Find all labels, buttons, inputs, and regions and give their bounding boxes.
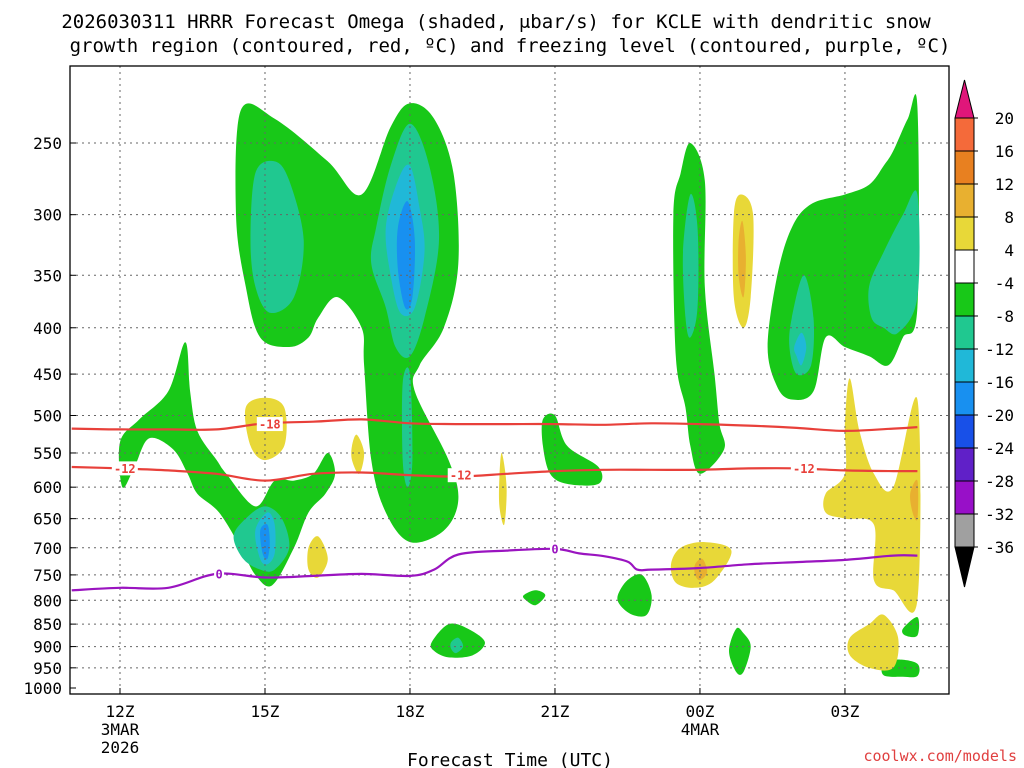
x-tick-label-12Z: 12Z [106,702,135,721]
colorbar-label: -32 [985,505,1014,524]
contour-label: -18 [259,418,281,432]
colorbar-label: 8 [1004,208,1014,227]
colorbar-label: -16 [985,373,1014,392]
x-tick-year: 2026 [101,738,140,757]
colorbar-swatch [954,381,975,416]
colorbar-swatch [954,117,975,152]
contour-label: 0 [551,542,558,556]
y-tick-label-900: 900 [33,638,62,657]
colorbar-label: 12 [995,175,1014,194]
y-tick-label-1000: 1000 [23,679,62,698]
omega-region--8-20 [450,637,464,654]
omega-region--4-21 [729,627,751,675]
omega-region--4-6 [118,342,336,587]
freezing-contour-0 [71,547,918,592]
colorbar-swatch [954,249,975,284]
x-tick-date: 4MAR [681,720,720,739]
omega-region--4-10 [541,413,603,486]
contour-label: -12 [450,469,472,483]
contour-label-bg [790,461,817,476]
grid-lines [70,66,949,694]
plot-frame [69,65,950,695]
colorbar-label: 4 [1004,241,1014,260]
y-tick-label-500: 500 [33,407,62,426]
omega-positive-4-8 [823,378,921,613]
x-tick-date: 3MAR [101,720,140,739]
contour-label: -12 [793,462,815,476]
plot-area: -18 -12 -12 -12 0 0 [70,66,949,694]
omega-positive-4-3 [498,452,507,526]
chart-title-line1: 2026030311 HRRR Forecast Omega (shaded, … [61,11,931,33]
colorbar-swatch [954,183,975,218]
colorbar-label: 20 [995,109,1014,128]
contour-label-bg [256,417,283,432]
omega-shading [118,94,921,678]
colorbar-swatch [954,282,975,317]
y-tick-label-250: 250 [33,134,62,153]
colorbar-swatch [954,150,975,185]
y-tick-label-700: 700 [33,539,62,558]
x-tick-label-18Z: 18Z [396,702,425,721]
omega-positive-8-7 [694,558,708,581]
x-axis-label: Forecast Time (UTC) [407,750,613,768]
credit-link[interactable]: coolwx.com/models [863,747,1017,765]
y-tick-label-750: 750 [33,566,62,585]
colorbar-label: -8 [995,307,1014,326]
contour-label-bg [214,566,225,581]
colorbar-label: -36 [985,538,1014,557]
contour-label-bg [111,461,138,476]
colorbar-swatch [954,447,975,482]
colorbar-top-arrow [954,79,975,119]
x-tick-label-00Z: 00Z [686,702,715,721]
colorbar-label: -24 [985,439,1014,458]
y-tick-label-850: 850 [33,615,62,634]
x-tick-label-21Z: 21Z [541,702,570,721]
y-tick-label-650: 650 [33,510,62,529]
colorbar-label: -20 [985,406,1014,425]
dgz-contour--18 [71,418,918,433]
colorbar-bottom-arrow [954,546,975,588]
omega-region--12-16 [794,332,807,366]
contour-label: -12 [114,462,136,476]
omega-positive-4-2 [351,434,365,474]
omega-region--4-18 [617,574,652,617]
contour-label: 0 [215,567,222,581]
omega-positive-8-9 [910,479,919,521]
contour-label-bg [549,541,560,556]
omega-region--4-23 [902,617,920,638]
colorbar-label: -28 [985,472,1014,491]
x-tick-label-15Z: 15Z [251,702,280,721]
y-axis-ticks: 250 300 350 400 450 500 550 600 650 700 750 800 850 9… [23,134,76,698]
colorbar-label: 16 [995,142,1014,161]
colorbar-swatch [954,216,975,251]
colorbar-swatch [954,480,975,515]
contour-lines: -18 -12 -12 -12 0 0 [71,417,918,592]
chart-title-line2: growth region (contoured, red, ºC) and f… [70,35,951,57]
colorbar-swatch [954,414,975,449]
colorbar-swatch [954,348,975,383]
omega-region--8-15 [868,190,920,335]
y-tick-label-300: 300 [33,206,62,225]
omega-positive-4-1 [307,536,328,578]
x-tick-label-03Z: 03Z [830,702,859,721]
y-tick-label-550: 550 [33,444,62,463]
y-tick-label-600: 600 [33,478,62,497]
y-tick-label-350: 350 [33,266,62,285]
contour-label-bg [447,468,474,483]
y-tick-label-950: 950 [33,659,62,678]
y-tick-label-450: 450 [33,365,62,384]
omega-region--8-12 [682,193,699,338]
colorbar-swatch [954,513,975,548]
y-tick-label-400: 400 [33,319,62,338]
omega-positive-8-5 [738,220,746,298]
colorbar-label: -12 [985,340,1014,359]
y-tick-label-800: 800 [33,591,62,610]
colorbar-swatch [954,315,975,350]
colorbar-label: -4 [995,274,1014,293]
colorbar: 20 16 12 8 4 -4 -8 -12 -16 -20 -24 -28 -32 -36 [954,79,1014,588]
omega-region--4-17 [522,590,546,606]
omega-positive-4-10 [847,614,899,671]
